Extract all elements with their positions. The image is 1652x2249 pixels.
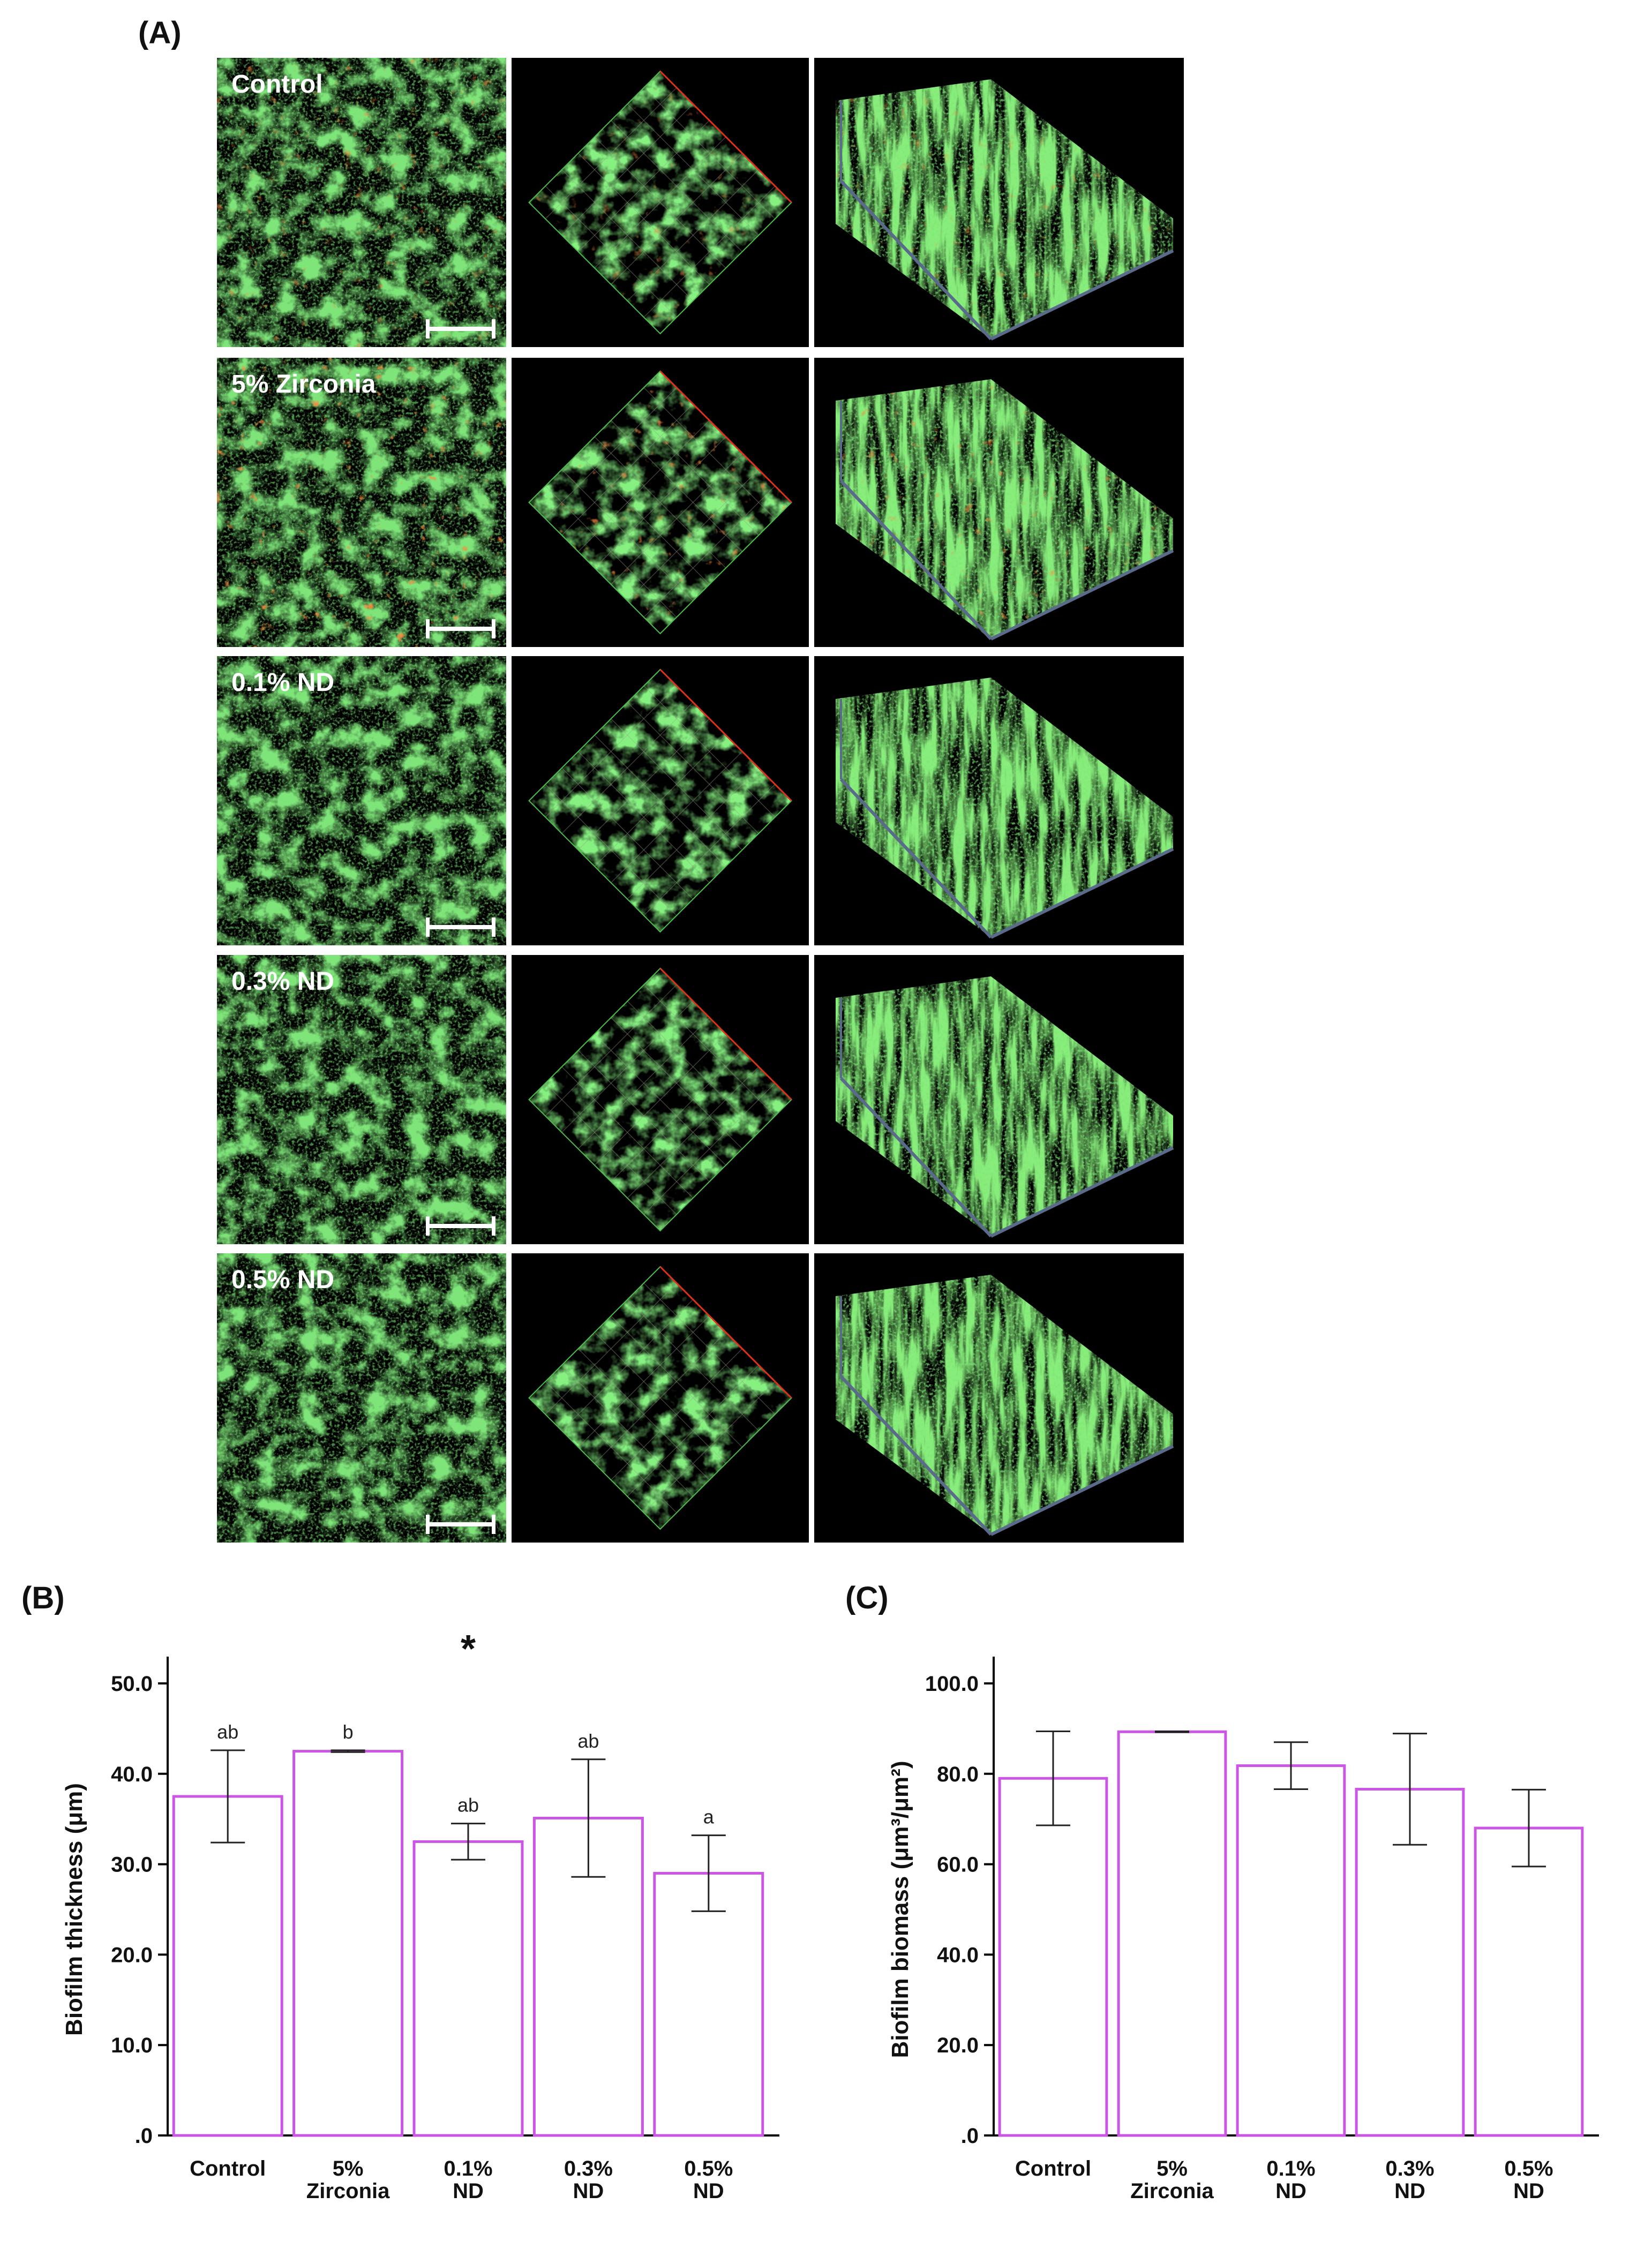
category-label: 5% (1157, 2157, 1188, 2180)
y-axis-label: Biofilm biomass (μm³/μm²) (887, 1761, 913, 2058)
category-label: Zirconia (306, 2179, 390, 2203)
bar (1355, 1787, 1465, 2137)
bar (1474, 1826, 1584, 2137)
micrograph-tile (814, 1253, 1184, 1543)
micrograph-tile (512, 358, 809, 647)
micrograph-label: 0.3% ND (231, 967, 334, 996)
scale-bar (426, 925, 495, 929)
group-letter: ab (217, 1721, 238, 1743)
bar (1236, 1764, 1346, 2137)
micrograph-tile: Control (217, 58, 506, 347)
category-label: ND (453, 2179, 484, 2203)
scale-bar (426, 1224, 495, 1228)
category-label: 0.5% (1504, 2157, 1553, 2180)
scale-bar (426, 1522, 495, 1526)
group-letter: ab (457, 1794, 479, 1816)
scale-bar (426, 627, 495, 631)
bar (1117, 1730, 1227, 2137)
y-tick-label: .0 (135, 2124, 153, 2148)
micrograph-grid: Control 5% Zirconia 0.1% ND 0.3% ND 0.5% ND (217, 58, 1184, 1543)
category-label: ND (1513, 2179, 1544, 2203)
micrograph-tile (814, 358, 1184, 647)
category-label: ND (693, 2179, 724, 2203)
panel-a-label: (A) (138, 16, 182, 50)
micrograph-label: Control (231, 70, 323, 99)
category-label: Control (1015, 2157, 1091, 2180)
micrograph-tile: 0.3% ND (217, 955, 506, 1244)
micrograph-tile (512, 58, 809, 347)
scale-bar (426, 327, 495, 331)
panel-c-label: (C) (845, 1581, 889, 1615)
y-tick-label: 10.0 (111, 2034, 153, 2057)
category-label: Zirconia (1130, 2179, 1214, 2203)
y-tick-label: 80.0 (937, 1763, 979, 1786)
group-letter: ab (577, 1730, 599, 1752)
y-tick-label: 40.0 (111, 1763, 153, 1786)
y-tick-label: .0 (961, 2124, 979, 2148)
category-label: 5% (333, 2157, 364, 2180)
y-tick-label: 60.0 (937, 1853, 979, 1877)
micrograph-label: 0.5% ND (231, 1266, 334, 1294)
y-tick-label: 50.0 (111, 1672, 153, 1696)
micrograph-tile (512, 656, 809, 945)
bar (412, 1840, 524, 2137)
y-tick-label: 20.0 (111, 1943, 153, 1967)
category-label: 0.3% (564, 2157, 613, 2180)
micrograph-tile (512, 955, 809, 1244)
micrograph-tile: 0.1% ND (217, 656, 506, 945)
micrograph-tile: 0.5% ND (217, 1253, 506, 1543)
category-label: 0.3% (1385, 2157, 1434, 2180)
micrograph-tile: 5% Zirconia (217, 358, 506, 647)
micrograph-tile (814, 955, 1184, 1244)
category-label: ND (1275, 2179, 1306, 2203)
bar (292, 1750, 404, 2137)
significance-marker: * (461, 1628, 476, 1671)
category-label: Control (190, 2157, 266, 2180)
bar (532, 1817, 644, 2137)
category-label: 0.1% (1266, 2157, 1315, 2180)
y-tick-label: 100.0 (925, 1672, 979, 1696)
group-letter: a (703, 1806, 715, 1828)
micrograph-tile (814, 656, 1184, 945)
micrograph-label: 0.1% ND (231, 668, 334, 697)
y-axis-label: Biofilm thickness (μm) (61, 1783, 87, 2036)
bar (172, 1795, 283, 2137)
micrograph-label: 5% Zirconia (231, 370, 376, 398)
bar (998, 1777, 1108, 2137)
y-tick-label: 20.0 (937, 2034, 979, 2057)
micrograph-tile (512, 1253, 809, 1543)
bar (653, 1871, 764, 2137)
category-label: 0.5% (684, 2157, 733, 2180)
micrograph-tile (814, 58, 1184, 347)
category-label: 0.1% (444, 2157, 492, 2180)
y-tick-label: 40.0 (937, 1943, 979, 1967)
category-label: ND (1394, 2179, 1425, 2203)
category-label: ND (573, 2179, 604, 2203)
group-letter: b (343, 1721, 354, 1743)
panel-b-label: (B) (21, 1581, 65, 1615)
y-tick-label: 30.0 (111, 1853, 153, 1877)
